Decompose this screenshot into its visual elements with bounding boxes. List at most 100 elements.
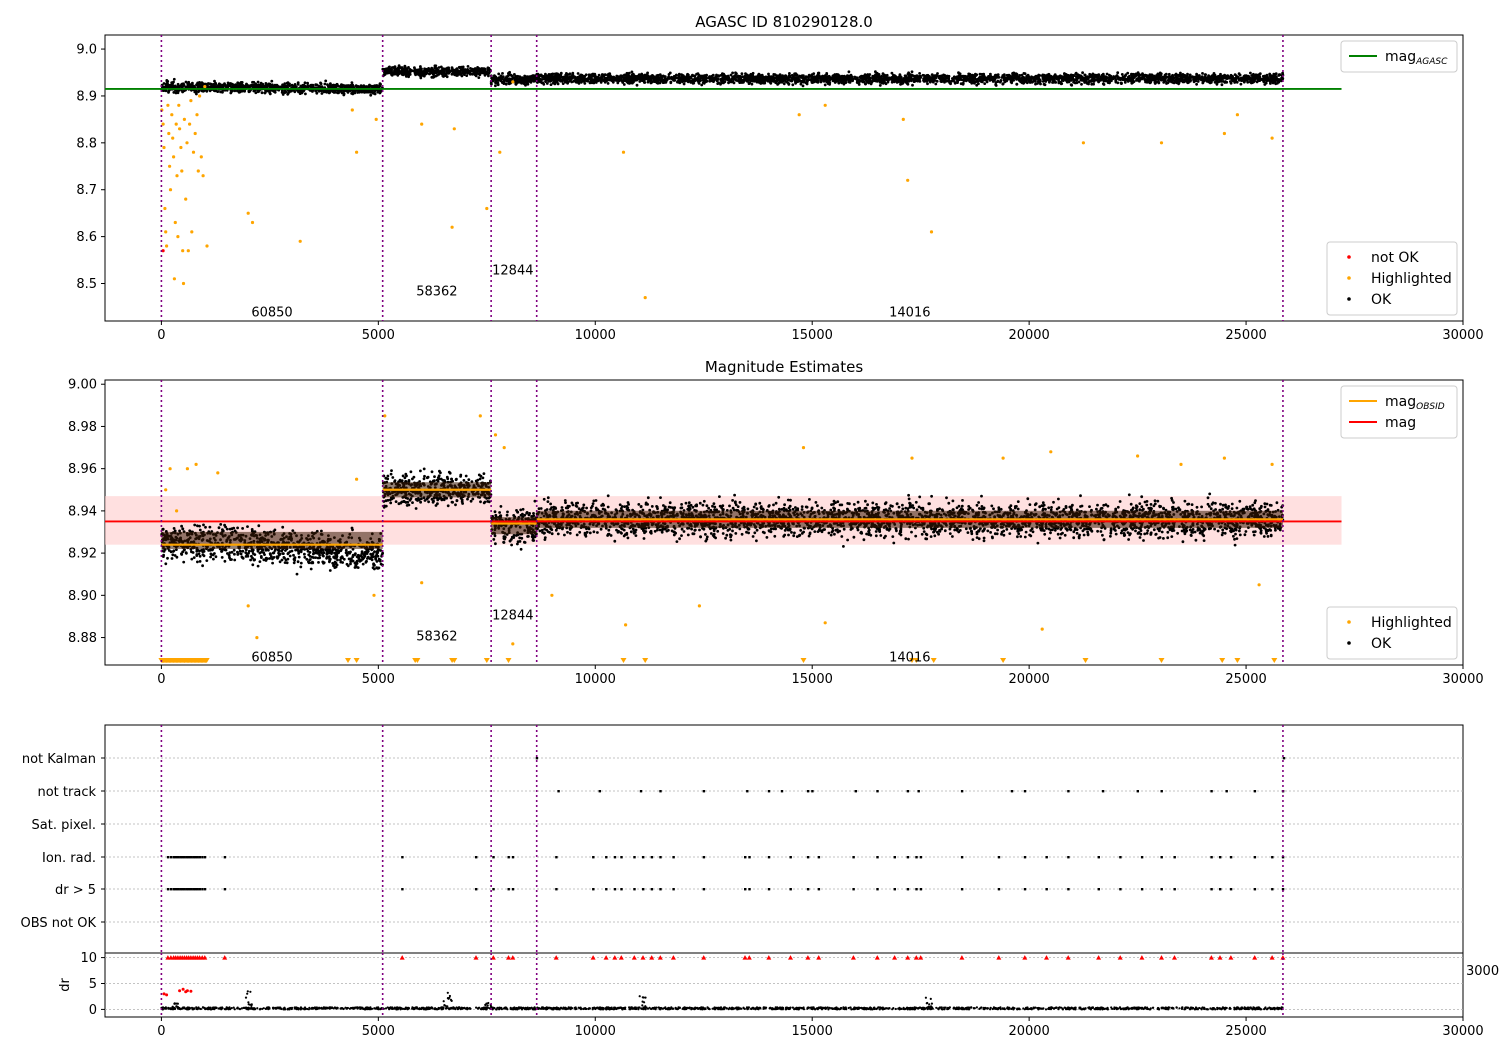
p1-highlighted-point xyxy=(177,103,181,107)
p1-ok-point xyxy=(1267,77,1270,81)
p1-ok-point xyxy=(525,75,528,79)
p1-ok-point xyxy=(206,82,210,85)
p1-ok-point xyxy=(379,90,382,94)
p1-ok-point xyxy=(910,70,914,74)
p1-ok-point xyxy=(199,83,202,87)
p1-ok-point xyxy=(625,75,628,79)
p1-ok-point xyxy=(234,85,238,89)
p1-ok-point xyxy=(1263,83,1267,86)
p1-ok-point xyxy=(424,72,428,76)
p1-ok-point xyxy=(1153,82,1157,85)
p1-ok-point xyxy=(869,82,873,86)
p1-title: AGASC ID 810290128.0 xyxy=(695,13,873,31)
p1-ok-point xyxy=(820,77,824,80)
p1-ok-point xyxy=(187,80,191,84)
p1-ok-point xyxy=(750,82,754,86)
p1-ok-point xyxy=(824,77,828,80)
p1-ok-point xyxy=(455,68,459,71)
p1-ok-point xyxy=(417,68,420,72)
p1-ok-point xyxy=(367,84,371,88)
p1-ok-point xyxy=(1071,75,1074,79)
p1-highlighted-point xyxy=(1159,141,1164,145)
p1-ok-point xyxy=(947,74,951,78)
p1-ok-point xyxy=(847,70,851,74)
p1-highlighted-point xyxy=(355,150,359,154)
p1-highlighted-point xyxy=(1235,113,1239,117)
p1-ok-point xyxy=(556,72,559,76)
p1-ok-point xyxy=(423,67,426,71)
p1-ok-point xyxy=(868,80,872,83)
p2-ok-point xyxy=(236,553,240,556)
p1-ok-point xyxy=(274,85,277,89)
p1-ok-point xyxy=(501,80,505,84)
p1-ok-point xyxy=(985,80,989,84)
p1-ok-point xyxy=(544,75,548,79)
p1-highlighted-point xyxy=(203,85,207,89)
p2-ok-point xyxy=(241,549,245,553)
p1-ok-point xyxy=(847,76,851,79)
p1-ok-point xyxy=(983,82,987,85)
p1-ok-point xyxy=(214,89,218,93)
p1-ok-point xyxy=(590,73,593,77)
p1-ok-point xyxy=(1077,80,1081,84)
p1-ok-point xyxy=(1242,80,1246,84)
p1-ok-point xyxy=(1238,73,1242,77)
p1-ok-point xyxy=(359,84,363,88)
p1-ok-point xyxy=(376,90,380,94)
p1-ok-point xyxy=(599,76,603,80)
p1-ok-point xyxy=(1077,76,1081,79)
p1-highlighted-point xyxy=(173,220,177,225)
p1-ok-point xyxy=(169,83,172,87)
p1-ok-point xyxy=(399,66,403,69)
p1-ok-point xyxy=(314,89,317,93)
p1-ok-point xyxy=(623,78,627,82)
p1-ok-point xyxy=(1114,75,1118,78)
p1-ok-point xyxy=(191,81,194,85)
p1-ok-point xyxy=(497,76,501,79)
p1-ok-point xyxy=(874,77,878,81)
p1-ok-point xyxy=(390,68,393,72)
p2-ok-point xyxy=(220,556,224,559)
p1-ok-point xyxy=(897,80,901,84)
p1-ok-point xyxy=(526,82,529,86)
p1-ok-point xyxy=(877,78,881,82)
p1-ok-point xyxy=(671,76,675,80)
p1-ok-point xyxy=(783,78,786,82)
p1-highlighted-point xyxy=(621,150,626,154)
p1-ok-point xyxy=(1120,77,1123,81)
p1-ok-point xyxy=(816,80,820,83)
p1-ok-point xyxy=(229,84,232,88)
p1-ok-point xyxy=(494,84,497,88)
p1-ok-point xyxy=(284,90,288,94)
p1-ok-point xyxy=(956,76,960,80)
p1-ok-point xyxy=(299,90,303,93)
p1-ok-point xyxy=(680,78,684,81)
p1-ok-point xyxy=(223,82,226,85)
p1-ok-point xyxy=(632,77,636,81)
p1-ok-point xyxy=(606,82,610,85)
p1-ok-point xyxy=(1034,80,1037,83)
p2-ok-point xyxy=(198,554,202,558)
p1-ok-point xyxy=(1101,82,1105,86)
p1-ok-point xyxy=(630,80,633,84)
p2-ok-point xyxy=(303,555,307,559)
p1-ok-point xyxy=(695,72,698,76)
p1-ok-point xyxy=(461,71,465,74)
p1-ok-point xyxy=(633,74,637,78)
p1-ok-point xyxy=(1010,81,1014,85)
p1-ok-point xyxy=(667,77,671,80)
p1-ok-point xyxy=(1272,72,1276,76)
p1-ok-point xyxy=(972,81,976,85)
p1-ok-point xyxy=(451,68,455,72)
p1-ok-point xyxy=(497,72,501,76)
p1-ok-point xyxy=(791,83,795,87)
p1-ok-point xyxy=(1092,76,1095,79)
p1-ok-point xyxy=(176,85,180,89)
p1-ok-point xyxy=(731,71,734,75)
p1-ok-point xyxy=(474,74,478,78)
p1-highlighted-point xyxy=(797,113,801,117)
p1-ok-point xyxy=(963,76,967,80)
p2-title: Magnitude Estimates xyxy=(705,358,863,376)
p1-ok-point xyxy=(1025,81,1029,85)
p1-ok-point xyxy=(184,80,188,84)
